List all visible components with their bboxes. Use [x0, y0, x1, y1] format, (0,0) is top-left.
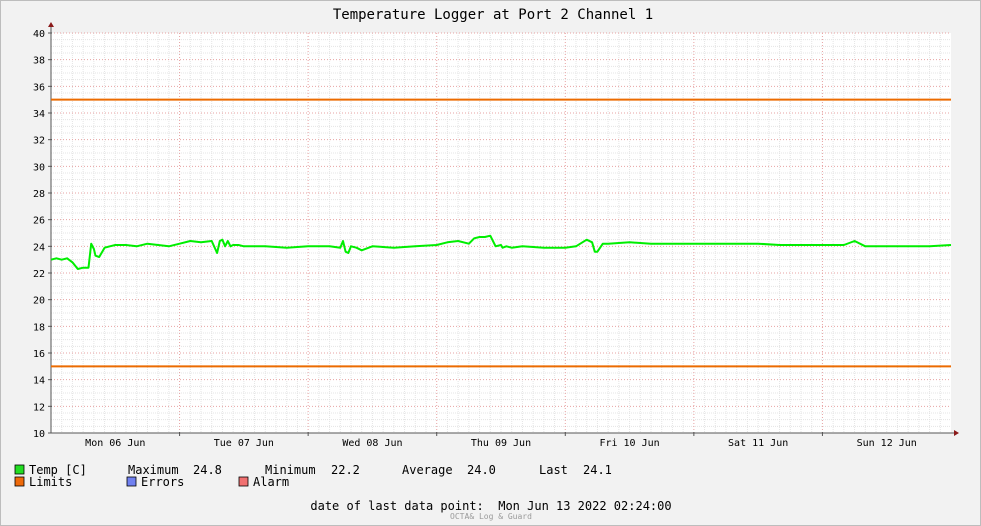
- legend-label-temp: Temp [C]: [29, 463, 87, 477]
- grid: [51, 32, 951, 433]
- legend-label-errors: Errors: [141, 475, 184, 489]
- y-tick-label: 32: [33, 136, 45, 147]
- stat-max-label: Maximum: [128, 463, 179, 477]
- y-tick-label: 28: [33, 189, 45, 200]
- x-tick-label: Mon 06 Jun: [85, 438, 145, 449]
- last-data-point-text: date of last data point: Mon Jun 13 2022…: [310, 499, 671, 513]
- axes: [48, 22, 959, 436]
- y-tick-label: 34: [33, 109, 45, 120]
- stat-avg-value: 24.0: [467, 463, 496, 477]
- y-tick-label: 30: [33, 162, 45, 173]
- x-tick-labels: Mon 06 Jun Tue 07 Jun Wed 08 Jun Thu 09 Jun…: [85, 438, 917, 449]
- credit-text: OCTA& Log & Guard: [450, 512, 532, 521]
- x-tick-label: Tue 07 Jun: [214, 438, 274, 449]
- y-tick-label: 20: [33, 296, 45, 307]
- stat-last-value: 24.1: [583, 463, 612, 477]
- y-tick-label: 38: [33, 56, 45, 67]
- y-tick-label: 26: [33, 216, 45, 227]
- x-tick-label: Sat 11 Jun: [728, 438, 788, 449]
- y-tick-label: 22: [33, 269, 45, 280]
- x-axis-arrow: [954, 430, 959, 436]
- temp-series-line: [50, 234, 952, 270]
- stat-avg-label: Average: [402, 463, 453, 477]
- legend-swatch-limits: [14, 476, 25, 487]
- stat-max-value: 24.8: [193, 463, 222, 477]
- legend-label-alarm: Alarm: [253, 475, 289, 489]
- y-tick-label: 40: [33, 29, 45, 40]
- y-tick-label: 14: [33, 376, 45, 387]
- y-tick-label: 12: [33, 402, 45, 413]
- y-axis-arrow: [48, 22, 54, 27]
- y-tick-label: 18: [33, 322, 45, 333]
- x-tick-label: Wed 08 Jun: [342, 438, 402, 449]
- chart-title: Temperature Logger at Port 2 Channel 1: [333, 7, 653, 23]
- x-tick-label: Fri 10 Jun: [599, 438, 659, 449]
- stat-min-value: 22.2: [331, 463, 360, 477]
- legend-swatch-alarm: [238, 476, 249, 487]
- x-tick-label: Thu 09 Jun: [471, 438, 531, 449]
- legend-swatch-errors: [126, 476, 137, 487]
- stat-last-label: Last: [539, 463, 568, 477]
- series-layer: [50, 98, 952, 368]
- y-tick-labels: 10 12 14 16 18 20 22 24 26 28 30 32 34 36 38 40: [33, 29, 45, 440]
- y-tick-label: 10: [33, 429, 45, 440]
- y-tick-label: 16: [33, 349, 45, 360]
- x-tick-label: Sun 12 Jun: [857, 438, 917, 449]
- stat-min-label: Minimum: [265, 463, 316, 477]
- legend-swatch-temp: [14, 464, 25, 475]
- y-tick-label: 36: [33, 82, 45, 93]
- legend-label-limits: Limits: [29, 475, 72, 489]
- y-tick-label: 24: [33, 242, 45, 253]
